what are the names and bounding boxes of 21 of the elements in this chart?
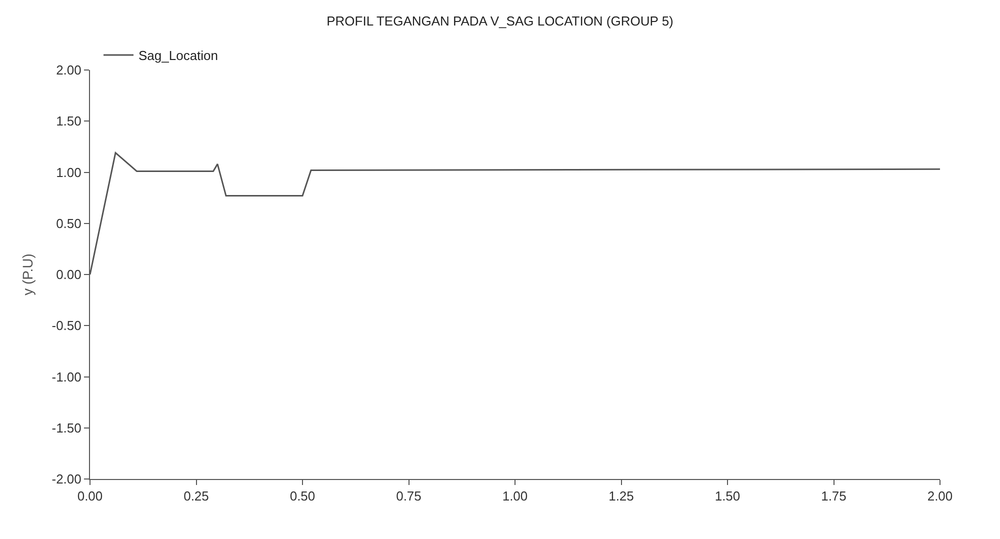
y-tick-label: -1.00 [52, 369, 82, 384]
x-tick-label: 1.50 [714, 488, 740, 504]
y-tick-label: 1.00 [56, 164, 82, 180]
chart-title: PROFIL TEGANGAN PADA V_SAG LOCATION (GROUP 5) [326, 13, 674, 28]
x-tick-label: 1.75 [821, 488, 846, 504]
legend-label: Sag_Location [138, 48, 218, 64]
y-tick-label: 2.00 [56, 62, 82, 78]
x-tick-label: 0.50 [290, 488, 316, 504]
y-tick-label: -1.50 [52, 420, 82, 436]
x-tick-label: 1.25 [608, 488, 634, 504]
y-tick-label: -2.00 [52, 472, 82, 487]
y-tick-label: 0.50 [56, 216, 82, 231]
x-tick-label: 0.25 [184, 488, 209, 504]
y-tick-label: -0.50 [52, 318, 82, 334]
y-axis-title: y (P.U) [19, 254, 36, 296]
x-tick-label: 0.00 [77, 488, 103, 504]
y-tick-label: 0.00 [56, 267, 82, 282]
y-tick-label: 1.50 [56, 114, 82, 129]
x-tick-label: 0.75 [396, 488, 422, 504]
x-tick-label: 2.00 [927, 488, 953, 504]
x-tick-label: 1.00 [502, 488, 528, 504]
